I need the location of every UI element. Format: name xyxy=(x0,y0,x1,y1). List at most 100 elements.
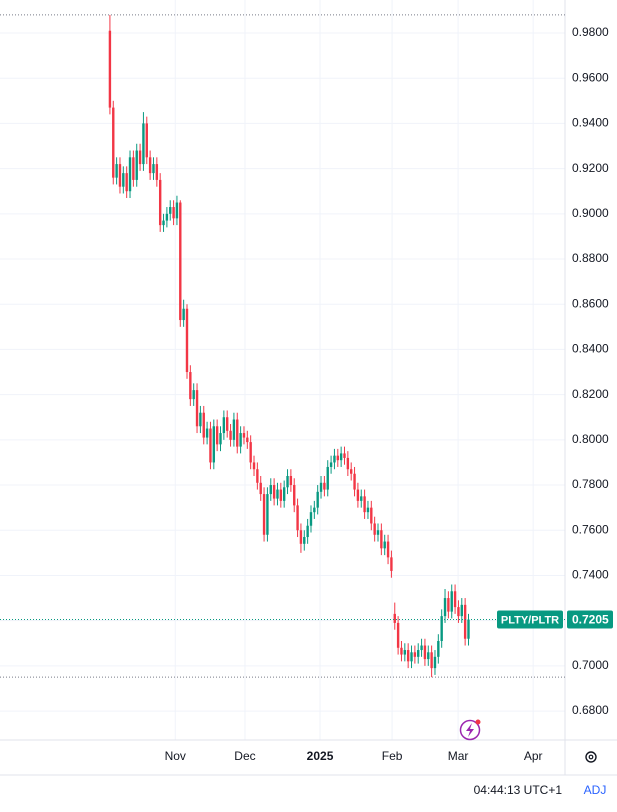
y-tick-label: 0.6800 xyxy=(572,703,609,717)
candle-body xyxy=(142,123,145,165)
candle-body xyxy=(437,641,440,657)
candle-body xyxy=(450,591,453,612)
candle-body xyxy=(356,489,360,501)
candle-body xyxy=(313,507,316,513)
candle-body xyxy=(236,419,239,447)
candle-body xyxy=(122,173,125,187)
candle-body xyxy=(195,390,199,427)
candle-body xyxy=(460,604,463,617)
candle-body xyxy=(282,487,286,501)
candle-body xyxy=(239,433,242,447)
candle-body xyxy=(135,150,138,180)
gear-ring xyxy=(585,751,597,763)
lightning-dot xyxy=(475,719,481,725)
candle-body xyxy=(182,308,185,321)
y-tick-label: 0.9800 xyxy=(572,25,609,39)
candle-body xyxy=(440,616,443,642)
x-tick-label: Feb xyxy=(382,749,403,763)
candle-body xyxy=(336,455,339,461)
candle-body xyxy=(205,428,209,438)
candle-body xyxy=(219,433,222,445)
candle-body xyxy=(430,652,433,669)
x-tick-label: Nov xyxy=(165,749,186,763)
candle-body xyxy=(467,619,470,639)
candle-body xyxy=(138,150,142,165)
y-tick-label: 0.8400 xyxy=(572,342,609,356)
candle-body xyxy=(132,157,135,180)
candle-body xyxy=(172,207,175,219)
candle-body xyxy=(293,485,296,506)
candle-body xyxy=(262,494,266,535)
adjust-toggle[interactable]: ADJ xyxy=(584,783,607,797)
candle-body xyxy=(403,650,407,655)
candle-body xyxy=(370,507,373,524)
lightning-bolt xyxy=(466,723,474,737)
candle-body xyxy=(252,462,256,470)
candle-body xyxy=(309,512,313,526)
candle-body xyxy=(185,308,189,373)
candle-body xyxy=(413,652,417,657)
candle-body xyxy=(222,417,226,434)
y-tick-label: 0.9000 xyxy=(572,206,609,220)
candle-body xyxy=(329,462,333,467)
candle-body xyxy=(279,489,283,501)
candle-body xyxy=(192,390,195,400)
x-tick-label: Dec xyxy=(234,749,255,763)
candle-body xyxy=(189,372,192,400)
candle-body xyxy=(199,412,202,427)
candle-body xyxy=(266,494,269,535)
candle-body xyxy=(396,622,400,648)
candle-body xyxy=(249,442,252,463)
candle-body xyxy=(112,107,115,178)
candle-body xyxy=(179,202,182,321)
candle-body xyxy=(169,207,172,214)
candle-body xyxy=(319,482,323,492)
candle-body xyxy=(443,598,447,617)
clock: 04:44:13 UTC+1 xyxy=(474,783,563,797)
candle-body xyxy=(118,164,122,187)
candle-body xyxy=(427,652,430,660)
candle-body xyxy=(457,607,460,617)
candle-body xyxy=(289,476,293,486)
candle-body xyxy=(410,652,413,662)
candle-body xyxy=(162,220,165,226)
candle-body xyxy=(276,489,279,499)
candle-body xyxy=(148,157,152,174)
candle-body xyxy=(246,437,249,443)
candle-body xyxy=(360,496,363,501)
candle-body xyxy=(417,650,420,657)
candle-body xyxy=(125,173,128,192)
x-tick-label: 2025 xyxy=(307,749,334,763)
candle-body xyxy=(323,482,326,490)
candle-body xyxy=(346,457,350,470)
candle-body xyxy=(269,485,272,495)
candle-body xyxy=(373,523,376,535)
candle-body xyxy=(343,453,346,458)
y-tick-label: 0.8200 xyxy=(572,387,609,401)
candle-body xyxy=(229,430,232,440)
candle-body xyxy=(393,613,396,623)
candle-body xyxy=(128,157,132,192)
lightning-icon[interactable] xyxy=(459,719,481,741)
gear-icon[interactable] xyxy=(585,751,597,763)
y-tick-label: 0.9600 xyxy=(572,70,609,84)
price-badge xyxy=(567,610,613,629)
y-tick-label: 0.7800 xyxy=(572,477,609,491)
symbol-label: PLTY/PLTR xyxy=(501,614,559,626)
candle-body xyxy=(433,656,437,669)
candle-body xyxy=(380,530,383,549)
candle-body xyxy=(339,453,343,461)
candle-body xyxy=(306,525,309,538)
y-tick-label: 0.7600 xyxy=(572,522,609,536)
candle-body xyxy=(202,412,205,438)
candle-body xyxy=(232,419,236,440)
candle-body xyxy=(296,505,299,531)
candle-body xyxy=(286,476,289,488)
candle-body xyxy=(242,433,246,438)
candle-body xyxy=(406,650,410,662)
y-tick-label: 0.9200 xyxy=(572,161,609,175)
candle-body xyxy=(256,469,259,483)
candle-body xyxy=(366,507,370,513)
candle-body xyxy=(165,213,169,221)
